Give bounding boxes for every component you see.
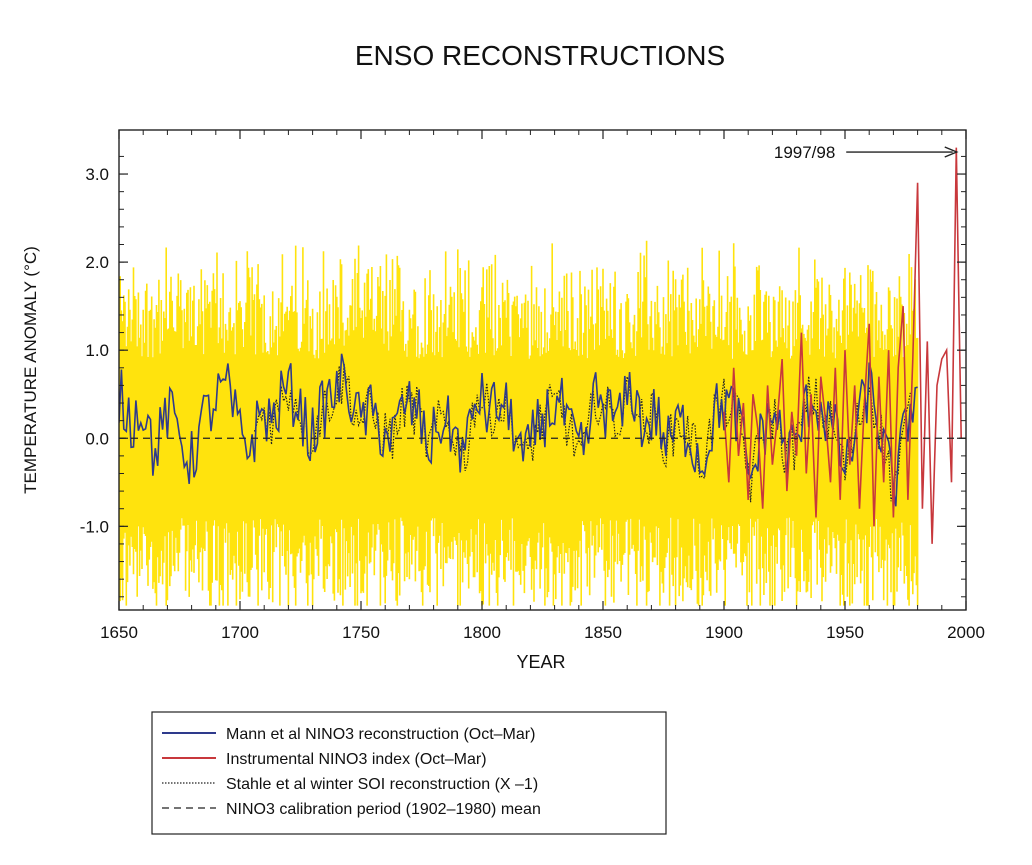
x-axis-label: YEAR bbox=[516, 652, 565, 672]
legend-label: NINO3 calibration period (1902–1980) mea… bbox=[226, 801, 541, 818]
y-tick-label: 2.0 bbox=[85, 253, 109, 272]
x-tick-label: 1900 bbox=[705, 623, 743, 642]
legend-label: Mann et al NINO3 reconstruction (Oct–Mar… bbox=[226, 726, 535, 743]
legend-box bbox=[151, 711, 667, 835]
annotation-arrow-head bbox=[944, 146, 959, 158]
chart-title: ENSO RECONSTRUCTIONS bbox=[355, 40, 725, 71]
plot-frame bbox=[118, 129, 967, 611]
x-tick-label: 2000 bbox=[947, 623, 985, 642]
legend-label: Instrumental NINO3 index (Oct–Mar) bbox=[226, 751, 487, 768]
x-tick-label: 1650 bbox=[100, 623, 138, 642]
series-stahle bbox=[253, 363, 911, 503]
y-tick-label: 3.0 bbox=[85, 165, 109, 184]
y-tick-label: 1.0 bbox=[85, 341, 109, 360]
legend-label: Stahle et al winter SOI reconstruction (… bbox=[226, 776, 538, 793]
x-tick-label: 1850 bbox=[584, 623, 622, 642]
series-instrumental bbox=[723, 147, 962, 544]
y-tick-label: -1.0 bbox=[80, 517, 109, 536]
x-tick-label: 1800 bbox=[463, 623, 501, 642]
x-tick-label: 1750 bbox=[342, 623, 380, 642]
legend: Mann et al NINO3 reconstruction (Oct–Mar… bbox=[151, 711, 667, 835]
x-tick-label: 1950 bbox=[826, 623, 864, 642]
y-axis-label: TEMPERATURE ANOMALY (°C) bbox=[21, 246, 40, 494]
annotation-label: 1997/98 bbox=[774, 143, 835, 162]
plot-area: 1650 1700 1750 1800 1850 1900 1950 2000 3.0 2.0 1.… bbox=[80, 129, 985, 642]
x-tick-label: 1700 bbox=[221, 623, 259, 642]
plot-series-group bbox=[119, 147, 962, 606]
y-tick-label: 0.0 bbox=[85, 429, 109, 448]
